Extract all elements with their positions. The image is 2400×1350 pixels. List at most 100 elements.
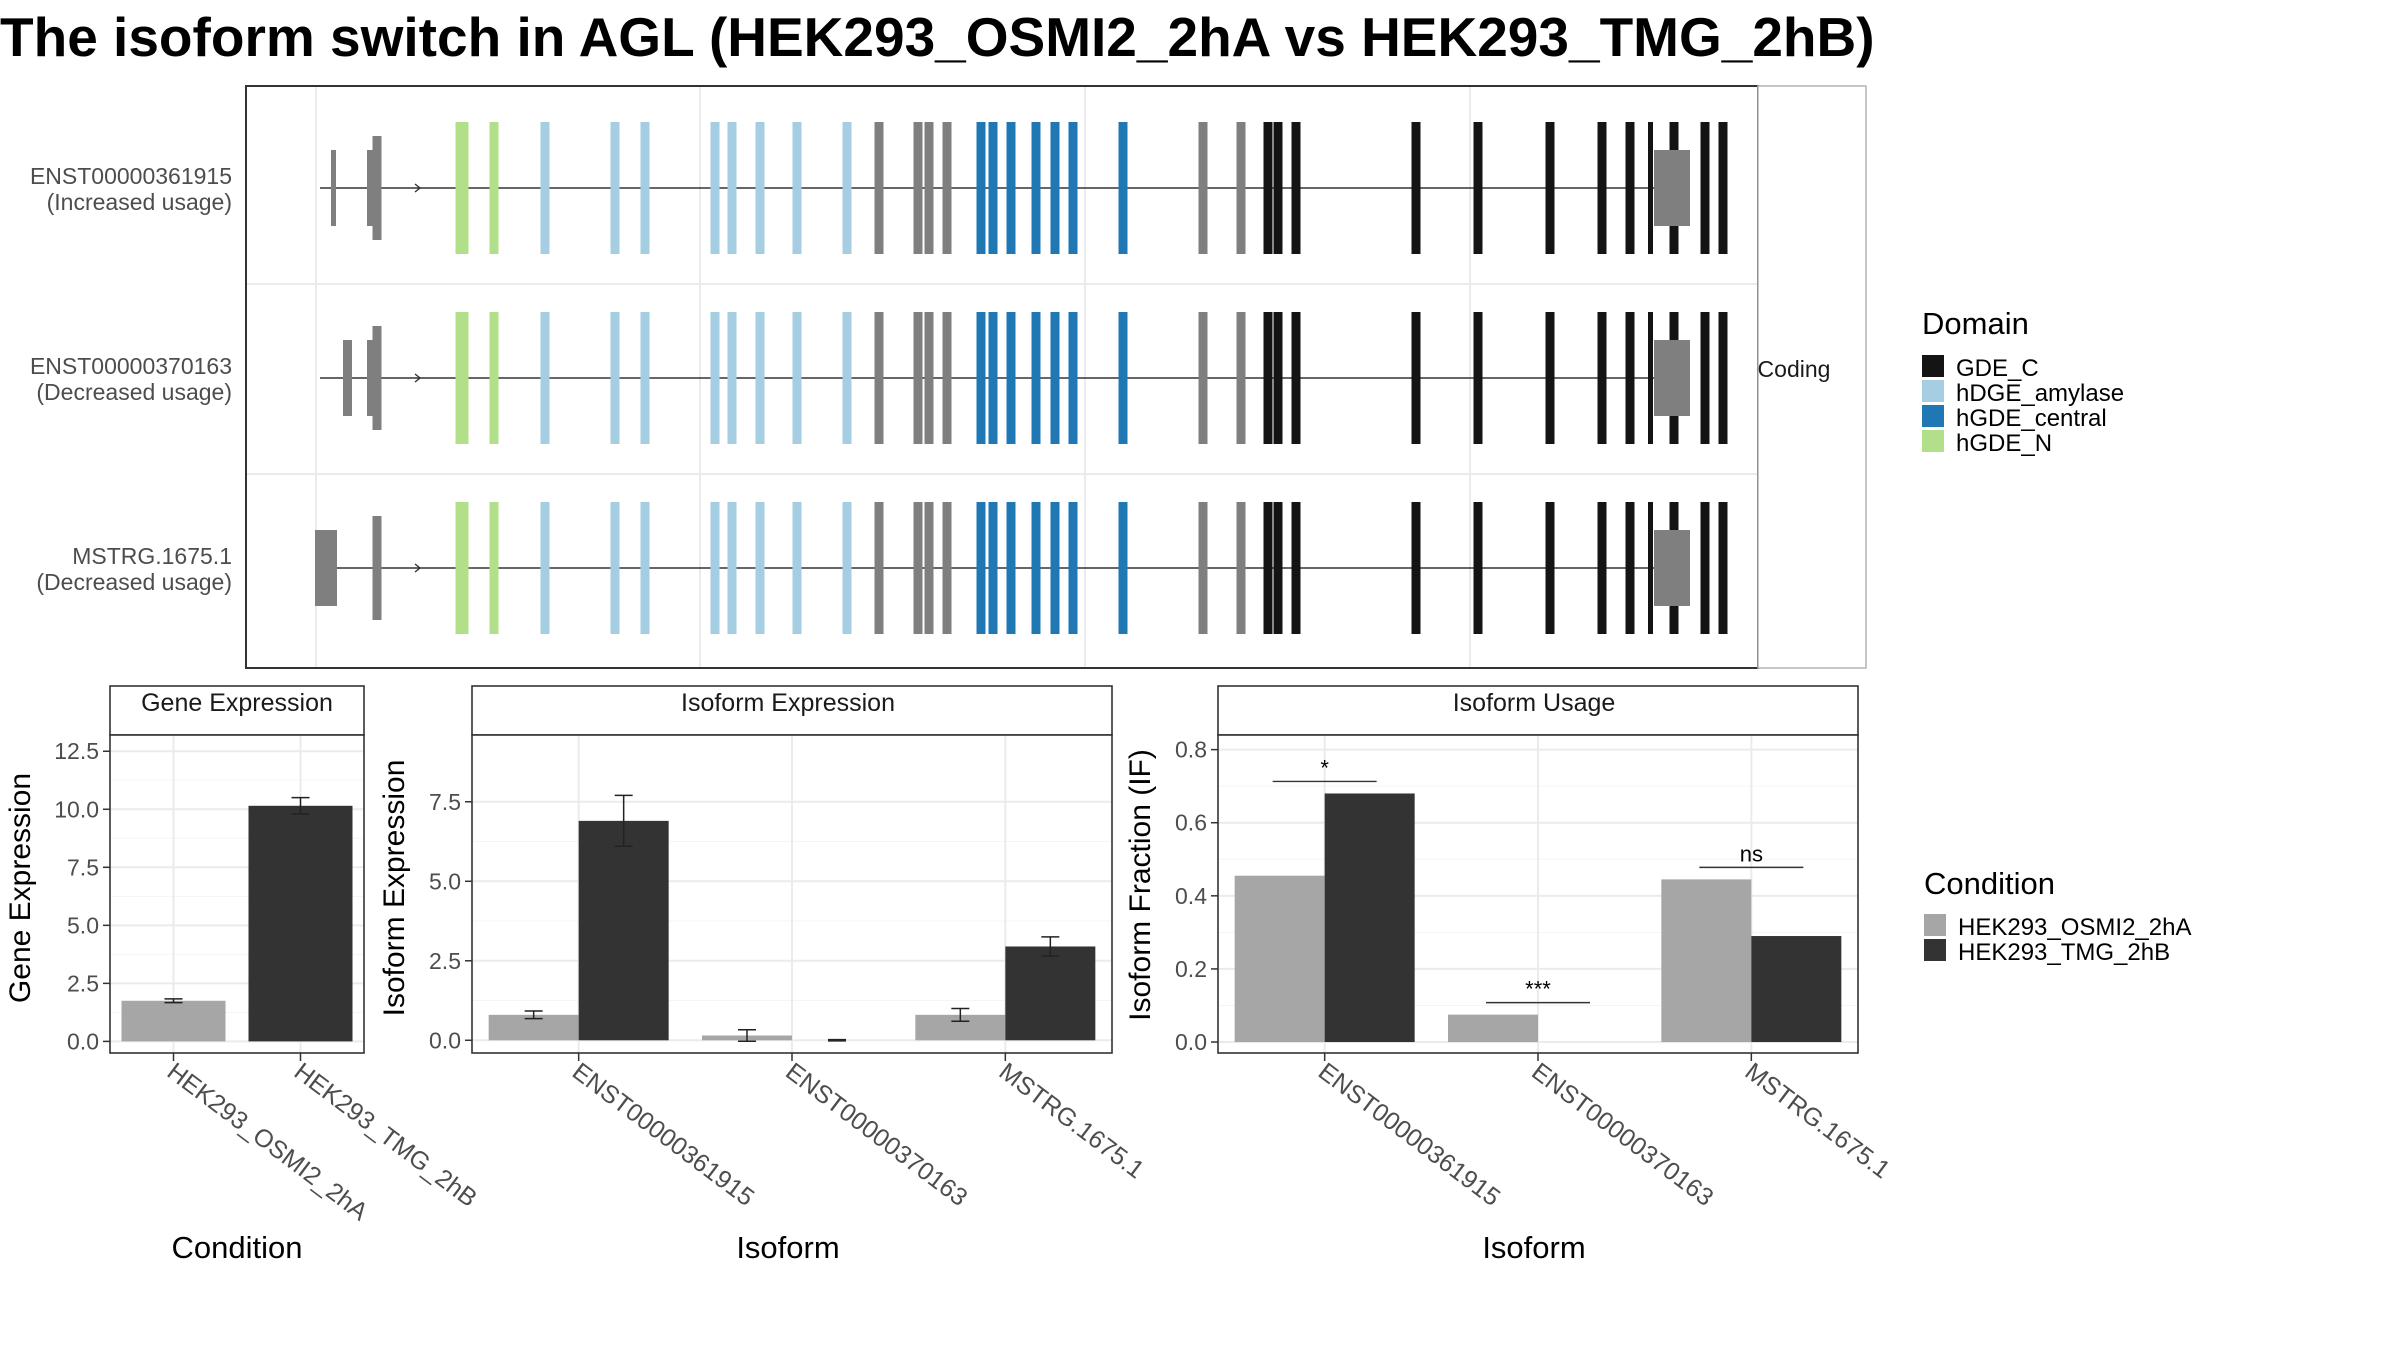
isoform-usage-plot-border [1217, 734, 1859, 1054]
exon-ENST00000370163-14 [942, 312, 952, 444]
isoform-usage-title: Isoform Usage [1453, 689, 1616, 717]
exon-ENST00000370163-last-coding [1648, 312, 1653, 444]
exon-ENST00000370163-3 [540, 312, 550, 444]
exon-utr-ENST00000370163-0 [343, 340, 352, 416]
gene-expression-ytick-label-2: 5.0 [67, 912, 99, 938]
exon-ENST00000361915-6 [710, 122, 720, 254]
exon-ENST00000370163-9 [792, 312, 802, 444]
exon-ENST00000361915-4 [610, 122, 620, 254]
isoform-label-ENST00000361915: ENST00000361915 [30, 163, 232, 189]
domain-legend-swatch-hgde-central [1922, 405, 1944, 427]
exon-MSTRG.1675.1-19 [1050, 502, 1060, 634]
exon-ENST00000370163-20 [1068, 312, 1078, 444]
structure-panel-background [246, 86, 1758, 668]
isoform-expression-xtick-label-0: ENST00000361915 [567, 1057, 759, 1212]
isoform-usage-ylabel: Isoform Fraction (IF) [1124, 749, 1157, 1021]
exon-ENST00000370163-21 [1118, 312, 1128, 444]
exon-ENST00000370163-16 [988, 312, 998, 444]
isoform-expression-xlabel: Isoform [736, 1230, 839, 1265]
isoform-usage-xtick-label-0: ENST00000361915 [1313, 1057, 1505, 1212]
isoform-usage-xlabel: Isoform [1482, 1230, 1585, 1265]
isoform-expression-plot-border [471, 734, 1113, 1054]
exon-ENST00000361915-15 [976, 122, 986, 254]
exon-MSTRG.1675.1-13 [924, 502, 934, 634]
exon-MSTRG.1675.1-27 [1411, 502, 1421, 634]
exon-ENST00000361915-0 [372, 136, 382, 240]
domain-legend-swatch-hgde-n [1922, 430, 1944, 452]
exon-MSTRG.1675.1-3 [540, 502, 550, 634]
exon-ENST00000361915-8 [755, 122, 765, 254]
condition-legend-title: Condition [1924, 866, 2055, 901]
isoform-usage-xtick-label-1: ENST00000370163 [1526, 1057, 1718, 1212]
gene-expression-ytick-label-4: 10.0 [54, 796, 99, 822]
exon-ENST00000361915-23 [1236, 122, 1246, 254]
coding-strip-label: Coding [1758, 356, 1831, 382]
isoform-usage-xtick-label-2: MSTRG.1675.1 [1740, 1057, 1896, 1184]
exon-ENST00000370163-33 [1700, 312, 1710, 444]
gene-expression-ytick-label-0: 0.0 [67, 1028, 99, 1054]
isoform-usage-bar-ENST00000361915-0 [1234, 875, 1325, 1043]
exon-ENST00000370163-23 [1236, 312, 1246, 444]
exon-ENST00000370163-26 [1291, 312, 1301, 444]
exon-ENST00000361915-18 [1031, 122, 1041, 254]
exon-ENST00000370163-6 [710, 312, 720, 444]
coding-strip-box [1757, 85, 1867, 669]
gene-expression-bar-HEK293_TMG_2hB-0 [248, 805, 353, 1042]
isoform-expression-title: Isoform Expression [681, 689, 895, 717]
isoform-usage-ytick-label-3: 0.6 [1175, 810, 1207, 836]
isoform-expression-panel: ENST00000361915 ENST00000370163 MSTRG.1675… [429, 685, 1150, 1212]
exon-ENST00000370163-25 [1273, 312, 1283, 444]
exon-ENST00000370163-1 [455, 312, 469, 444]
exon-MSTRG.1675.1-17 [1006, 502, 1016, 634]
isoform-expression-xtick-label-2: MSTRG.1675.1 [994, 1057, 1150, 1184]
exon-MSTRG.1675.1-21 [1118, 502, 1128, 634]
exon-ENST00000361915-3 [540, 122, 550, 254]
exon-MSTRG.1675.1-11 [874, 502, 884, 634]
exon-MSTRG.1675.1-last-coding [1648, 502, 1653, 634]
exon-MSTRG.1675.1-12 [913, 502, 923, 634]
exon-ENST00000370163-19 [1050, 312, 1060, 444]
exon-ENST00000361915-10 [842, 122, 852, 254]
exon-MSTRG.1675.1-25 [1273, 502, 1283, 634]
isoform-expression-ytick-label-1: 2.5 [429, 948, 461, 974]
isoform-expression-ytick-label-0: 0.0 [429, 1027, 461, 1053]
isoform-expression-ytick-label-3: 7.5 [429, 789, 461, 815]
strand-arrow-ENST00000370163-0 [414, 373, 422, 383]
exon-ENST00000361915-24 [1263, 122, 1273, 254]
exon-MSTRG.1675.1-28 [1473, 502, 1483, 634]
exon-ENST00000361915-27 [1411, 122, 1421, 254]
exon-ENST00000361915-34 [1718, 122, 1728, 254]
condition-legend-label-osmi2: HEK293_OSMI2_2hA [1958, 914, 2191, 941]
gene-expression-ylabel: Gene Expression [4, 773, 37, 1003]
exon-ENST00000370163-17 [1006, 312, 1016, 444]
isoform-usage-label-ENST00000361915: (Increased usage) [47, 189, 232, 215]
isoform-expression-xtick-label-1: ENST00000370163 [780, 1057, 972, 1212]
exon-utr-ENST00000361915-0 [331, 150, 336, 226]
exon-ENST00000361915-1 [455, 122, 469, 254]
domain-legend-label-hgde-central: hGDE_central [1956, 405, 2107, 432]
isoform-label-MSTRG.1675.1: MSTRG.1675.1 [72, 543, 232, 569]
exon-MSTRG.1675.1-24 [1263, 502, 1273, 634]
exon-ENST00000361915-last-coding [1648, 122, 1653, 254]
exon-ENST00000361915-33 [1700, 122, 1710, 254]
domain-legend-title: Domain [1922, 306, 2029, 341]
isoform-usage-label-ENST00000370163: (Decreased usage) [36, 379, 232, 405]
isoform-usage-bar-MSTRG.1675.1-1 [1751, 936, 1842, 1043]
isoform-usage-ytick-label-2: 0.4 [1175, 883, 1207, 909]
exon-ENST00000361915-25 [1273, 122, 1283, 254]
domain-legend-label-gde-c: GDE_C [1956, 355, 2039, 382]
isoform-usage-label-MSTRG.1675.1: (Decreased usage) [36, 569, 232, 595]
exon-ENST00000370163-10 [842, 312, 852, 444]
isoform-usage-panel: * ENST00000361915 *** ENST00000370163 ns MSTR… [1175, 685, 1896, 1212]
isoform-expression-strip [471, 685, 1113, 736]
exon-utr-ENST00000361915-3prime [1654, 150, 1690, 226]
exon-ENST00000361915-19 [1050, 122, 1060, 254]
exon-ENST00000361915-22 [1198, 122, 1208, 254]
exon-ENST00000370163-12 [913, 312, 923, 444]
exon-ENST00000370163-13 [924, 312, 934, 444]
exon-ENST00000370163-2 [489, 312, 499, 444]
exon-MSTRG.1675.1-33 [1700, 502, 1710, 634]
condition-legend-swatch-osmi2 [1924, 914, 1946, 936]
exon-MSTRG.1675.1-15 [976, 502, 986, 634]
domain-legend-label-hdge-amylase: hDGE_amylase [1956, 380, 2124, 407]
